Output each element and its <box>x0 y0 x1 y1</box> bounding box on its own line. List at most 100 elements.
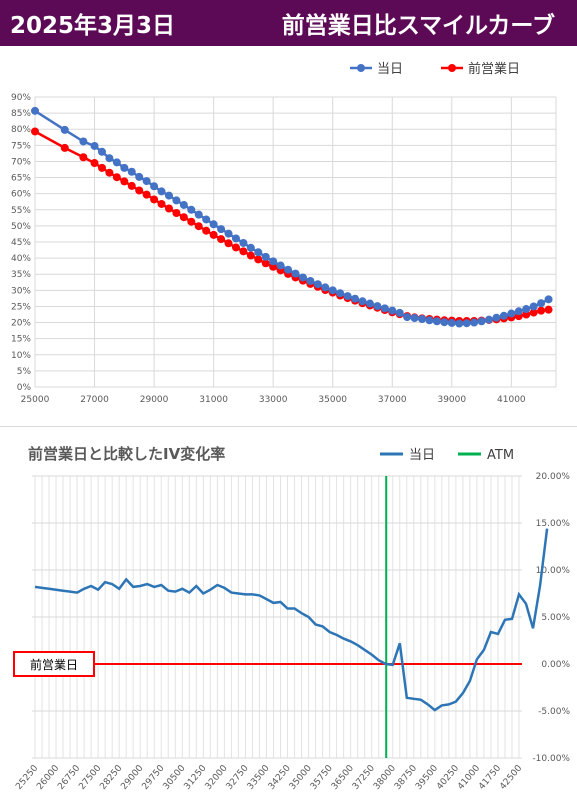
data-point <box>365 299 374 308</box>
data-point <box>31 127 39 136</box>
y-tick-label: 10.00% <box>536 566 571 576</box>
data-point <box>112 158 121 167</box>
data-point <box>97 147 106 156</box>
data-point <box>142 190 151 199</box>
x-tick-label: 25000 <box>21 395 50 405</box>
data-point <box>261 252 270 261</box>
y-tick-label: 35% <box>11 270 31 280</box>
series-line <box>34 109 550 325</box>
data-point <box>269 262 278 271</box>
data-point <box>179 213 188 222</box>
data-point <box>105 154 114 163</box>
data-point <box>150 182 159 191</box>
x-tick-label: 35000 <box>318 395 347 405</box>
data-point <box>418 315 427 324</box>
legend-marker <box>357 64 365 72</box>
y-tick-label: 75% <box>11 141 31 151</box>
y-tick-label: 5% <box>17 367 32 377</box>
header-bar: 2025年3月3日 前営業日比スマイルカーブ <box>0 0 577 46</box>
header-date: 2025年3月3日 <box>10 13 176 39</box>
y-tick-label: 5.00% <box>541 613 570 623</box>
data-point <box>306 276 315 285</box>
y-tick-label: 20% <box>11 319 31 329</box>
data-point <box>157 187 166 196</box>
x-tick-label: 31000 <box>199 395 228 405</box>
data-point <box>440 318 449 327</box>
data-point <box>522 310 531 319</box>
data-point <box>246 251 255 260</box>
data-point <box>373 302 382 311</box>
data-point <box>194 222 203 231</box>
data-point <box>112 173 121 182</box>
y-tick-label: 20.00% <box>536 472 571 482</box>
data-point <box>313 280 322 289</box>
data-point <box>447 318 456 327</box>
data-point <box>529 302 538 311</box>
smile-curve-chart: 0% 5% 10% 15% 20% 25% 30% 35% 40% 45% 50% 55% 60% 65%… <box>0 46 577 422</box>
legend-label: 当日 <box>409 448 435 463</box>
data-point <box>231 243 240 252</box>
y-tick-label: 55% <box>11 206 31 216</box>
data-point <box>60 143 69 152</box>
data-point <box>507 309 516 318</box>
data-point <box>135 172 144 181</box>
data-point <box>284 265 293 274</box>
data-point <box>336 289 345 298</box>
data-point <box>90 141 99 150</box>
x-tick-label: 37000 <box>378 395 407 405</box>
y-tick-label: 25% <box>11 302 31 312</box>
data-point <box>172 196 181 205</box>
data-point <box>276 261 285 270</box>
y-tick-label: 80% <box>11 125 31 135</box>
data-point <box>499 311 508 320</box>
legend-marker <box>448 64 456 72</box>
data-point <box>179 200 188 209</box>
data-point <box>254 248 263 257</box>
y-tick-label: 70% <box>11 157 31 167</box>
data-point <box>328 286 337 295</box>
y-tick-label: 10% <box>11 351 31 361</box>
data-point <box>492 313 501 322</box>
data-point <box>537 299 546 308</box>
data-point <box>395 308 404 317</box>
data-point <box>358 297 367 306</box>
data-point <box>269 257 278 266</box>
data-point <box>90 159 99 168</box>
data-point <box>209 230 218 239</box>
data-point <box>522 305 531 314</box>
x-tick-label: 33000 <box>259 395 288 405</box>
chart-title: 前営業日と比較したIV変化率 <box>28 445 225 463</box>
y-tick-label: 15% <box>11 335 31 345</box>
data-point <box>246 243 255 252</box>
data-point <box>388 306 397 315</box>
data-point <box>142 177 151 186</box>
data-point <box>485 315 494 324</box>
x-tick-label: 29000 <box>140 395 169 405</box>
y-tick-label: 0.00% <box>541 660 570 670</box>
data-point <box>224 229 233 238</box>
data-point <box>432 317 441 326</box>
data-point <box>410 314 419 323</box>
data-point <box>157 199 166 208</box>
data-point <box>79 153 88 162</box>
y-tick-label: 60% <box>11 190 31 200</box>
data-point <box>403 313 412 322</box>
x-tick-label: 41000 <box>497 395 526 405</box>
header-title: 前営業日比スマイルカーブ <box>281 13 555 39</box>
data-point <box>187 205 196 214</box>
data-point <box>202 215 211 224</box>
x-tick-label: 27000 <box>80 395 109 405</box>
data-point <box>31 106 39 115</box>
data-point <box>187 217 196 226</box>
y-tick-label: 90% <box>11 93 31 103</box>
data-point <box>217 225 226 234</box>
legend-label: 前営業日 <box>468 61 520 77</box>
y-tick-label: -10.00% <box>532 754 570 764</box>
data-point <box>60 125 69 134</box>
x-tick-label: 39000 <box>437 395 466 405</box>
baseline-label: 前営業日 <box>30 657 78 672</box>
data-point <box>127 181 136 190</box>
y-tick-label: 40% <box>11 254 31 264</box>
data-point <box>351 294 360 303</box>
data-point <box>298 273 307 282</box>
